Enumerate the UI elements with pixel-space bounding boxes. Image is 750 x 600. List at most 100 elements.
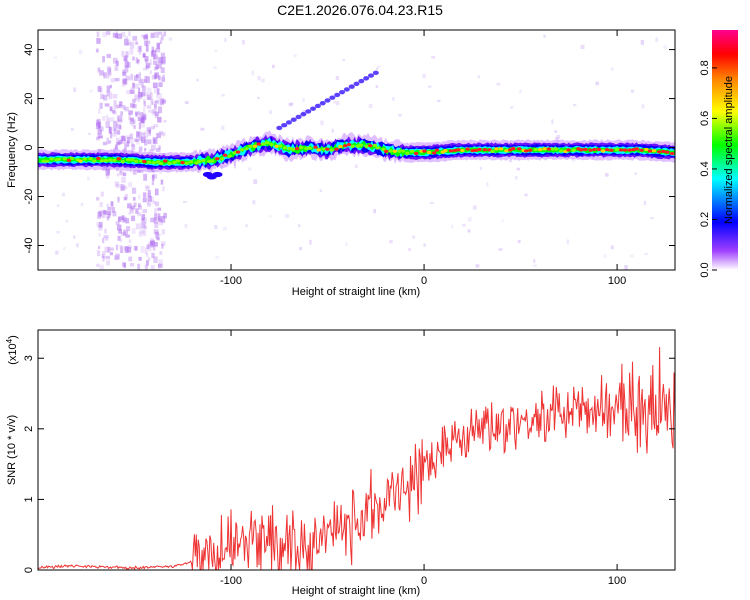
noise-speckle	[650, 216, 654, 220]
noise-speckle	[124, 38, 129, 46]
noise-speckle	[126, 135, 131, 139]
y-tick-label: 1	[23, 496, 35, 502]
noise-speckle	[155, 231, 159, 239]
noise-speckle	[200, 127, 205, 131]
noise-speckle	[100, 191, 104, 197]
secondary-trace	[358, 78, 365, 84]
noise-speckle	[138, 195, 141, 200]
noise-speckle	[605, 173, 609, 177]
noise-speckle	[127, 137, 130, 144]
noise-speckle	[524, 193, 529, 197]
amplitude-peak	[477, 147, 482, 151]
noise-speckle	[412, 235, 416, 239]
noise-speckle	[375, 85, 378, 88]
amplitude-peak	[443, 149, 448, 153]
noise-speckle	[117, 123, 121, 130]
noise-speckle	[102, 115, 106, 121]
amplitude-peak	[372, 143, 378, 148]
noise-speckle	[106, 91, 110, 97]
noise-speckle	[99, 264, 104, 270]
noise-speckle	[293, 54, 297, 58]
noise-speckle	[554, 137, 559, 142]
noise-speckle	[641, 104, 645, 109]
noise-speckle	[116, 104, 121, 108]
amplitude-peak	[49, 157, 54, 161]
colorbar: 0.0 0.2 0.4 0.6 0.8 Normalized spectral ampl…	[699, 30, 738, 278]
noise-speckle	[152, 82, 158, 89]
noise-speckle	[158, 220, 164, 226]
noise-speckle	[150, 99, 154, 105]
noise-speckle	[551, 119, 554, 124]
noise-speckle	[152, 101, 157, 105]
noise-speckle	[109, 252, 113, 256]
noise-speckle	[112, 94, 118, 99]
noise-speckle	[145, 44, 149, 52]
noise-speckle	[486, 182, 489, 187]
amplitude-peak	[96, 156, 101, 160]
noise-speckle	[143, 139, 148, 146]
noise-speckle	[333, 101, 337, 104]
noise-speckle	[554, 130, 558, 133]
noise-speckle	[144, 75, 148, 83]
noise-speckle	[128, 256, 133, 262]
noise-speckle	[144, 147, 147, 152]
noise-speckle	[121, 215, 126, 220]
amplitude-peak	[647, 149, 653, 153]
noise-speckle	[157, 263, 163, 268]
noise-speckle	[151, 49, 157, 56]
noise-speckle	[252, 200, 256, 205]
noise-speckle	[159, 60, 165, 65]
noise-speckle	[150, 217, 155, 223]
noise-speckle	[335, 100, 340, 106]
noise-speckle	[123, 228, 126, 236]
noise-speckle	[138, 205, 142, 210]
noise-speckle	[151, 46, 155, 53]
amplitude-peak	[473, 148, 479, 152]
secondary-trace	[314, 103, 321, 109]
noise-speckle	[477, 75, 480, 79]
y-tick-label: -40	[23, 238, 35, 254]
amplitude-peak	[142, 159, 147, 164]
noise-speckle	[210, 171, 214, 174]
noise-speckle	[132, 104, 137, 109]
secondary-trace	[324, 98, 331, 103]
amplitude-peak	[180, 160, 185, 165]
amplitude-peak	[222, 153, 228, 157]
noise-speckle	[119, 184, 123, 190]
amplitude-peak	[175, 159, 181, 163]
amplitude-peak	[579, 148, 584, 152]
noise-speckle	[123, 56, 127, 61]
noise-speckle	[142, 85, 146, 92]
noise-speckle	[137, 263, 141, 270]
noise-speckle	[517, 240, 521, 244]
noise-speckle	[163, 212, 168, 219]
noise-speckle	[144, 225, 148, 230]
noise-speckle	[135, 223, 141, 230]
noise-speckle	[121, 50, 125, 57]
noise-speckle	[118, 104, 124, 109]
noise-speckle	[148, 129, 151, 135]
amplitude-peak	[99, 159, 105, 163]
noise-speckle	[119, 238, 123, 243]
noise-speckle	[427, 85, 432, 88]
noise-speckle	[155, 48, 161, 53]
noise-speckle	[220, 125, 225, 131]
noise-speckle	[117, 235, 121, 241]
noise-speckle	[128, 182, 133, 188]
noise-speckle	[241, 39, 245, 45]
noise-speckle	[115, 221, 120, 225]
noise-speckle	[153, 256, 158, 263]
amplitude-peak	[188, 160, 194, 164]
noise-speckle	[146, 202, 152, 207]
amplitude-peak	[364, 144, 369, 148]
secondary-trace	[372, 70, 379, 76]
noise-speckle	[112, 127, 116, 132]
amplitude-peak	[558, 149, 564, 153]
noise-speckle	[151, 181, 155, 186]
noise-speckle	[472, 205, 477, 210]
noise-speckle	[99, 126, 104, 132]
noise-speckle	[125, 234, 130, 238]
amplitude-peak	[108, 158, 113, 162]
spectral-band	[38, 138, 675, 166]
noise-speckle	[148, 129, 152, 137]
